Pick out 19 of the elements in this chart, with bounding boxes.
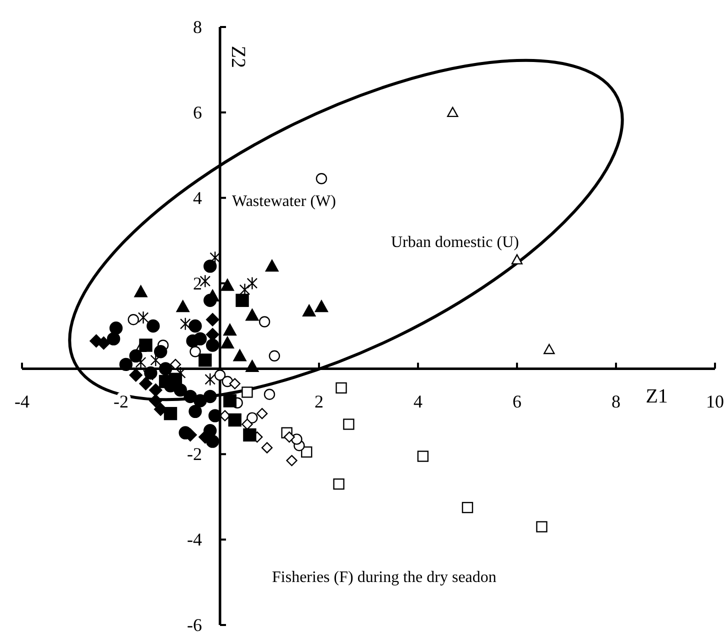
x-tick-label: -2	[114, 392, 128, 412]
x-tick-label: 10	[706, 392, 724, 412]
y-tick-label: -4	[187, 530, 202, 550]
y-tick-label: 6	[193, 102, 202, 122]
y-tick-label: -6	[187, 615, 202, 633]
x-tick-label: 8	[612, 392, 620, 412]
x-tick-label: 6	[512, 392, 522, 412]
x-tick-label: 4	[414, 392, 422, 412]
y-tick-label: 8	[193, 17, 202, 37]
annotation: Wastewater (W)	[232, 193, 336, 210]
x-tick-label: -4	[14, 392, 30, 412]
y-tick-label: 4	[193, 188, 202, 208]
annotation: Urban domestic (U)	[391, 234, 519, 251]
x-axis-title: Z1	[646, 386, 668, 408]
y-tick-label: 2	[193, 273, 202, 294]
y-tick-label: -2	[187, 444, 202, 464]
y-axis-title: Z2	[227, 46, 249, 68]
annotation: Fisheries (F) during the dry seadon	[272, 569, 496, 586]
x-tick-label: 2	[314, 392, 324, 412]
